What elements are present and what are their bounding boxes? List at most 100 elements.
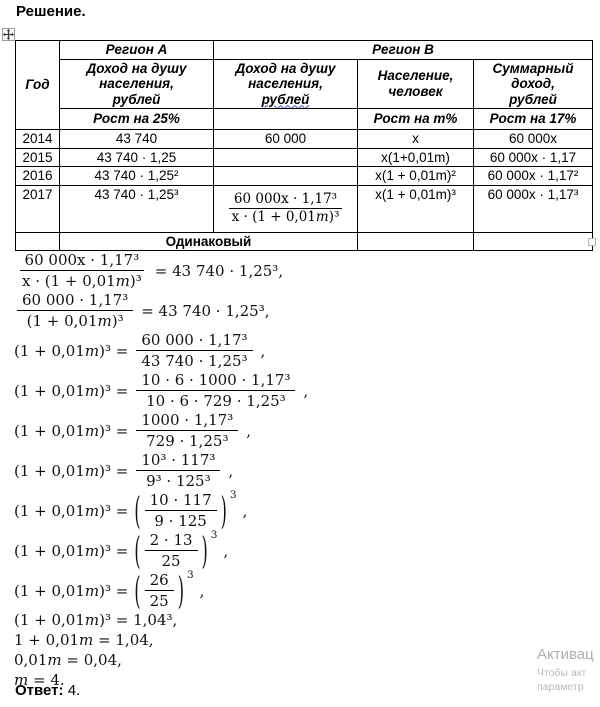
equation-rhs: , <box>246 421 252 440</box>
watermark-subtext-1: Чтобы акт <box>537 667 587 679</box>
income-b-ratio-cell: 60 000x · 1,17³ x · (1 + 0,01m)³ <box>213 184 358 233</box>
equation-line: (1 + 0,01m)³ = (10 · 117 9 · 125) 3, <box>14 488 434 533</box>
equation-line: m = 4. <box>14 671 434 689</box>
equation-line: (1 + 0,01m)³ = 60 000 · 1,17³ 43 740 · 1,2… <box>14 331 434 370</box>
watermark-subtext-2: параметр <box>537 681 584 693</box>
equation-lhs: (1 + 0,01m)³ = <box>14 421 129 440</box>
table-move-handle-icon[interactable] <box>2 28 15 41</box>
empty-cell <box>472 231 594 252</box>
answer-line: Ответ: 4. <box>15 682 80 699</box>
population-cell: x <box>357 129 474 149</box>
equation-line: 1 + 0,01m = 1,04, <box>14 631 434 649</box>
equation-line: (1 + 0,01m)³ = (2 · 13 25) 3, <box>14 528 434 573</box>
fraction-denominator: 25 <box>161 552 181 570</box>
fraction: 1000 · 1,17³ 729 · 1,25³ <box>136 411 239 450</box>
equation-line: (1 + 0,01m)³ = 1000 · 1,17³ 729 · 1,25³, <box>14 411 434 450</box>
fraction: 60 000x · 1,17³ x · (1 + 0,01m)³ <box>227 191 345 226</box>
table-row-subheaders: Доход на душу населения, рублей Доход на… <box>16 58 594 110</box>
header-population: Население, человек <box>357 58 474 110</box>
equation-lhs: (1 + 0,01m)³ = <box>14 581 129 600</box>
header-region-b: Регион В <box>212 40 594 60</box>
fraction-numerator: 60 000x · 1,17³ <box>228 191 343 210</box>
table-row-same: Одинаковый <box>15 231 594 252</box>
equation-text: 0,01m = 0,04, <box>14 651 122 669</box>
fraction: 10³ · 117³ 9³ · 125³ <box>136 451 221 490</box>
table-row-2014: 2014 43 740 60 000 x 60 000x <box>15 129 594 149</box>
answer-value: 4. <box>67 682 81 699</box>
paren-exponent: 3 <box>229 489 237 501</box>
income-a-cell: 43 740 · 1,25³ <box>59 184 214 233</box>
fraction-numerator: 60 000x · 1,17³ <box>19 251 145 271</box>
fraction-denominator: 10 · 6 · 729 · 1,25³ <box>146 392 286 410</box>
total-cell: 60 000x · 1,17 <box>472 147 594 168</box>
equation-rhs: = 43 740 · 1,25³, <box>141 301 270 320</box>
growth-b-empty-cell <box>213 108 358 131</box>
watermark-title: Активац <box>537 646 594 663</box>
table-resize-handle[interactable] <box>588 238 596 246</box>
fraction-numerator: 26 <box>144 571 174 591</box>
header-income-b-text: Доход на душу населения, <box>235 60 336 92</box>
equation-line: (1 + 0,01m)³ = 1,04³, <box>14 611 434 629</box>
fraction-denominator: 729 · 1,25³ <box>146 432 229 450</box>
move-arrows-icon <box>3 29 14 40</box>
growth-population-cell: Рост на m% <box>357 108 474 131</box>
growth-total-cell: Рост на 17% <box>472 108 594 131</box>
fraction: 60 000x · 1,17³ x · (1 + 0,01m)³ <box>17 251 147 290</box>
equation-line: (1 + 0,01m)³ = (26 25) 3, <box>14 568 434 613</box>
equation-line: 60 000 · 1,17³ (1 + 0,01m)³ = 43 740 · 1,2… <box>14 291 434 330</box>
fraction-denominator: 43 740 · 1,25³ <box>141 352 248 370</box>
population-cell: x(1 + 0,01m)³ <box>357 184 474 233</box>
income-b-cell <box>213 166 358 186</box>
answer-label: Ответ: <box>15 682 64 699</box>
income-a-cell: 43 740 · 1,25 <box>59 147 214 168</box>
population-cell: x(1 + 0,01m)² <box>357 166 474 186</box>
income-a-cell: 43 740 <box>59 129 214 149</box>
fraction-denominator: 9³ · 125³ <box>146 472 211 490</box>
population-cell: x(1+0,01m) <box>357 147 474 168</box>
empty-cell <box>357 231 474 252</box>
open-paren: ( <box>134 528 141 573</box>
table-row-growth: Рост на 25% Рост на m% Рост на 17% <box>16 108 594 131</box>
equation-line: 0,01m = 0,04, <box>14 651 434 669</box>
header-income-a: Доход на душу населения, рублей <box>59 58 214 110</box>
equation-text: 1 + 0,01m = 1,04, <box>14 631 154 649</box>
equation-lhs: (1 + 0,01m)³ = <box>14 461 129 480</box>
fraction-numerator: 2 · 13 <box>144 531 198 551</box>
fraction-denominator: 9 · 125 <box>154 512 207 530</box>
total-cell: 60 000x <box>472 129 594 149</box>
same-label-cell: Одинаковый <box>59 231 358 252</box>
equation-rhs: , <box>228 461 234 480</box>
solution-heading: Решение. <box>16 3 86 20</box>
equation-lhs: (1 + 0,01m)³ = <box>14 541 129 560</box>
equation-line: 60 000x · 1,17³ x · (1 + 0,01m)³ = 43 740 … <box>14 251 434 290</box>
fraction-numerator: 10³ · 117³ <box>136 451 221 471</box>
paren-exponent: 3 <box>210 529 218 541</box>
income-b-cell <box>213 147 358 168</box>
equation-rhs: = 43 740 · 1,25³, <box>154 261 284 280</box>
table-row-2015: 2015 43 740 · 1,25 x(1+0,01m) 60 000x · … <box>15 147 594 168</box>
year-cell: 2017 <box>15 184 60 233</box>
header-year: Год <box>15 39 60 131</box>
fraction-denominator: x · (1 + 0,01m)³ <box>22 272 142 290</box>
fraction: 2 · 13 25 <box>144 531 198 570</box>
windows-activation-watermark: Активац Чтобы акт параметр <box>537 646 600 694</box>
header-total-income: Суммарный доход, рублей <box>472 58 594 110</box>
close-paren: ) <box>201 528 208 573</box>
equation-lhs: (1 + 0,01m)³ = <box>14 341 129 360</box>
open-paren: ( <box>134 488 141 533</box>
equation-text: m = 4. <box>14 671 65 689</box>
fraction: 60 000 · 1,17³ 43 740 · 1,25³ <box>136 331 253 370</box>
fraction-numerator: 60 000 · 1,17³ <box>17 291 134 311</box>
fraction-numerator: 10 · 117 <box>144 491 217 511</box>
header-income-b-underlined: рублей <box>261 91 310 107</box>
year-cell: 2014 <box>15 129 60 149</box>
equation-line: (1 + 0,01m)³ = 10 · 6 · 1000 · 1,17³ 10 · … <box>14 371 434 410</box>
fraction-denominator: (1 + 0,01m)³ <box>26 312 124 330</box>
table-row-regions: Год Регион А Регион В <box>15 39 594 131</box>
fraction: 10 · 6 · 1000 · 1,17³ 10 · 6 · 729 · 1,25… <box>136 371 296 410</box>
income-a-cell: 43 740 · 1,25² <box>59 166 214 186</box>
header-region-a: Регион А <box>59 40 214 60</box>
year-cell: 2015 <box>15 147 60 168</box>
equation-lhs: (1 + 0,01m)³ = <box>14 501 129 520</box>
